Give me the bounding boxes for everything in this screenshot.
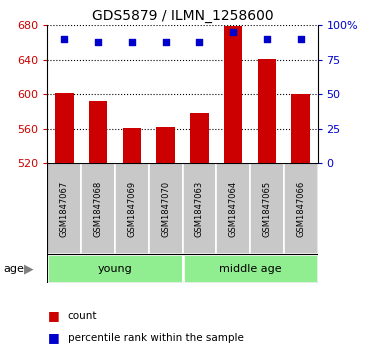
Bar: [89, 101, 107, 163]
Bar: [291, 94, 310, 163]
Text: GSM1847068: GSM1847068: [93, 181, 103, 237]
Text: age: age: [4, 264, 24, 274]
Bar: [123, 128, 141, 163]
Text: count: count: [68, 311, 97, 321]
Bar: [156, 127, 175, 163]
Bar: [182, 254, 318, 283]
Bar: [190, 113, 209, 163]
Text: GSM1847064: GSM1847064: [228, 181, 238, 237]
Bar: [47, 254, 182, 283]
Bar: [149, 163, 182, 254]
Title: GDS5879 / ILMN_1258600: GDS5879 / ILMN_1258600: [92, 9, 273, 23]
Bar: [284, 163, 318, 254]
Point: [264, 36, 270, 42]
Point: [61, 36, 67, 42]
Point: [95, 39, 101, 45]
Text: GSM1847065: GSM1847065: [262, 181, 272, 237]
Bar: [47, 163, 81, 254]
Text: young: young: [97, 264, 132, 274]
Point: [196, 39, 202, 45]
Text: ■: ■: [47, 309, 59, 322]
Text: middle age: middle age: [219, 264, 281, 274]
Bar: [250, 163, 284, 254]
Bar: [258, 59, 276, 163]
Text: ■: ■: [47, 331, 59, 344]
Text: GSM1847063: GSM1847063: [195, 181, 204, 237]
Point: [230, 29, 236, 35]
Bar: [55, 93, 74, 163]
Text: GSM1847066: GSM1847066: [296, 181, 305, 237]
Bar: [224, 26, 242, 163]
Bar: [216, 163, 250, 254]
Point: [298, 36, 304, 42]
Point: [129, 39, 135, 45]
Bar: [81, 163, 115, 254]
Text: GSM1847067: GSM1847067: [60, 181, 69, 237]
Text: GSM1847069: GSM1847069: [127, 181, 137, 237]
Text: GSM1847070: GSM1847070: [161, 181, 170, 237]
Text: ▶: ▶: [24, 262, 33, 275]
Bar: [115, 163, 149, 254]
Text: percentile rank within the sample: percentile rank within the sample: [68, 333, 243, 343]
Bar: [182, 163, 216, 254]
Point: [163, 39, 169, 45]
